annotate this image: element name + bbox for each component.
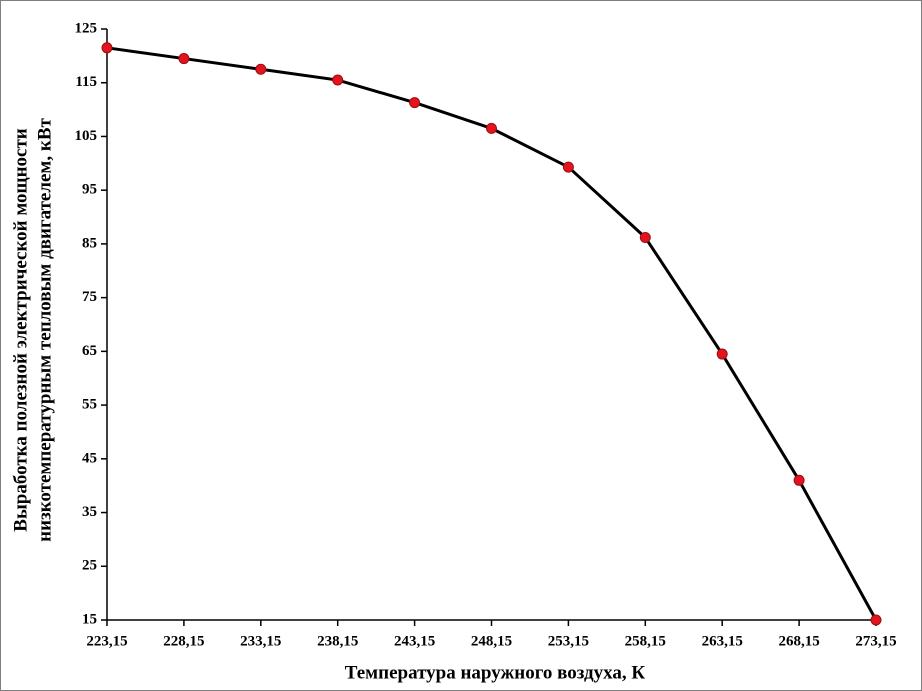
data-point (562, 161, 574, 173)
data-point (486, 122, 497, 134)
x-tick-label: 268,15 (778, 633, 819, 649)
x-tick-label: 228,15 (163, 633, 204, 649)
data-point (716, 348, 728, 360)
y-tick-label: 125 (75, 20, 98, 36)
y-tick-label: 95 (82, 182, 97, 198)
x-axis-title: Температура наружного воздуха, К (345, 662, 646, 683)
y-axis-title-line: низкотемпературным тепловым двигателем, … (34, 118, 55, 542)
data-point (255, 63, 267, 75)
y-tick-label: 115 (75, 74, 97, 90)
y-tick-label: 25 (82, 558, 97, 574)
y-tick-label: 65 (82, 343, 97, 359)
data-point (332, 74, 344, 86)
x-tick-label: 238,15 (317, 633, 358, 649)
x-tick-label: 253,15 (548, 633, 589, 649)
x-tick-label: 243,15 (394, 633, 435, 649)
y-tick-label: 105 (75, 128, 98, 144)
y-tick-label: 75 (82, 289, 97, 305)
data-point (870, 614, 882, 626)
y-tick-label: 15 (82, 611, 97, 627)
x-tick-label: 273,15 (855, 633, 896, 649)
data-point (639, 231, 651, 243)
y-tick-label: 85 (82, 235, 97, 251)
data-point (793, 474, 805, 486)
x-tick-label: 223,15 (86, 633, 127, 649)
y-tick-label: 55 (82, 397, 97, 413)
x-tick-label: 258,15 (625, 633, 666, 649)
y-tick-label: 45 (82, 450, 97, 466)
y-tick-label: 35 (82, 504, 97, 520)
y-axis-title: Выработка полезной электрической мощност… (10, 118, 55, 542)
x-tick-label: 233,15 (240, 633, 281, 649)
x-tick-label: 263,15 (702, 633, 743, 649)
data-point (178, 53, 190, 65)
data-point (101, 42, 113, 54)
data-point (409, 97, 421, 109)
x-tick-label: 248,15 (471, 633, 512, 649)
y-axis-title-line: Выработка полезной электрической мощност… (10, 128, 31, 532)
